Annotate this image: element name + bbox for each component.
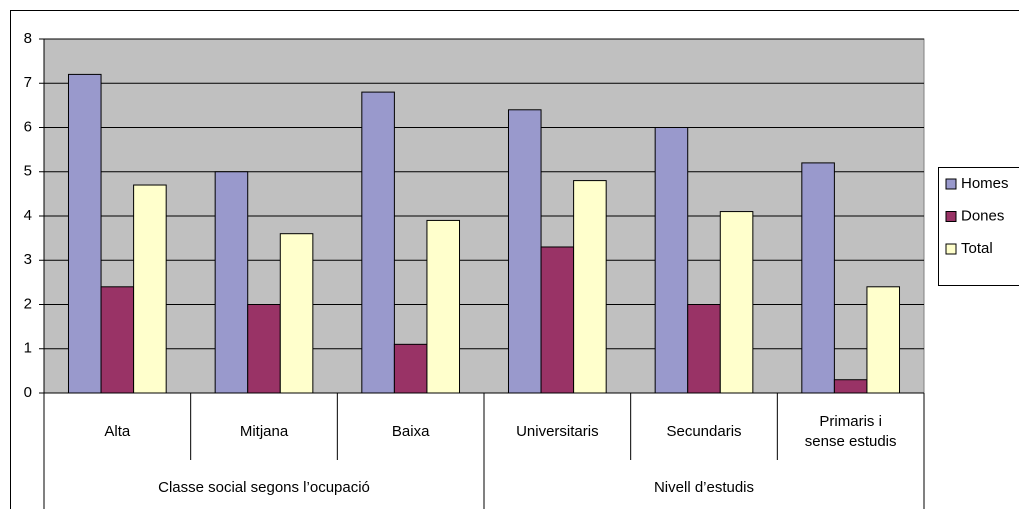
group-label: Classe social segons l’ocupació	[158, 479, 370, 496]
y-tick-label: 6	[24, 118, 32, 135]
bar	[719, 211, 754, 394]
legend-swatch	[945, 211, 957, 222]
bar	[540, 246, 575, 394]
bar	[279, 233, 314, 394]
legend-swatch	[945, 178, 957, 190]
y-tick-label: 8	[24, 30, 32, 47]
bar	[133, 184, 167, 394]
y-tick-label: 5	[24, 163, 32, 180]
y-tick-label: 3	[24, 251, 32, 268]
bar	[866, 286, 901, 394]
bar	[573, 180, 607, 394]
x-tick-label: Secundaris	[666, 423, 742, 440]
bar	[100, 286, 135, 394]
y-tick-label: 2	[24, 295, 32, 312]
bar	[67, 73, 102, 394]
bar	[654, 127, 689, 394]
y-tick-label: 4	[24, 207, 32, 224]
group-label: Nivell d’estudis	[653, 479, 755, 496]
x-tick-label: Universitaris	[516, 423, 599, 440]
legend-label: Dones	[961, 207, 1004, 224]
legend-swatch	[945, 243, 957, 255]
x-tick-label: Mitjana	[239, 423, 289, 440]
bar	[393, 343, 428, 394]
x-tick-label: Primaris i sense estudis	[804, 413, 897, 450]
y-tick-label: 1	[24, 340, 32, 357]
y-tick-label: 7	[24, 74, 32, 91]
y-tick-label: 0	[24, 384, 32, 401]
legend-label: Total	[961, 240, 993, 257]
x-tick-label: Alta	[104, 423, 131, 440]
bar	[361, 91, 395, 394]
bar	[801, 162, 835, 394]
x-tick-label: Baixa	[391, 423, 430, 440]
bar	[247, 304, 281, 394]
legend-label: Homes	[961, 175, 1009, 192]
bar	[214, 171, 249, 394]
bar	[426, 219, 461, 394]
bar	[833, 379, 868, 394]
bar	[687, 304, 721, 394]
bar	[507, 109, 542, 394]
